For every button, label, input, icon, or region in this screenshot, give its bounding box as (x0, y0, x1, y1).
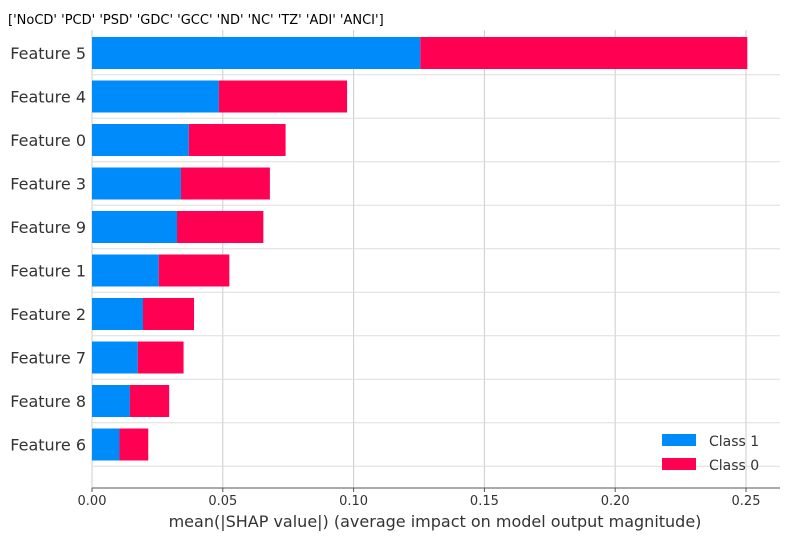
category-label: Feature 0 (10, 131, 86, 150)
x-tick-label: 0.20 (601, 494, 630, 509)
bar-feature-8-class-0 (129, 385, 170, 417)
chart-title: ['NoCD' 'PCD' 'PSD' 'GDC' 'GCC' 'ND' 'NC… (8, 13, 384, 28)
bar-feature-7-class-1 (92, 341, 138, 374)
bar-feature-1-class-0 (158, 254, 230, 287)
category-label: Feature 3 (10, 175, 86, 194)
legend-label: Class 1 (709, 434, 759, 450)
legend-swatch (662, 434, 696, 446)
x-tick-label: 0.10 (339, 494, 368, 509)
bar-feature-9-class-0 (177, 211, 264, 243)
category-labels: Feature 5 Feature 4 Feature 0 Feature 3 Feat… (10, 44, 86, 455)
bar-feature-8-class-1 (92, 385, 130, 417)
bar-feature-2-class-1 (92, 298, 144, 330)
bar-feature-5-class-0 (420, 37, 748, 69)
bar-feature-4-class-0 (218, 80, 348, 113)
bar-feature-3-class-1 (92, 167, 181, 200)
x-axis: 0.00 0.05 0.10 0.15 0.20 0.25 (78, 487, 780, 509)
bar-feature-1-class-1 (92, 254, 159, 287)
bars-layer (92, 37, 748, 461)
bar-feature-5-class-1 (92, 37, 421, 69)
category-label: Feature 6 (10, 436, 86, 455)
legend: Class 1 Class 0 (662, 434, 759, 474)
x-tick-label: 0.05 (208, 494, 237, 509)
bar-feature-7-class-0 (137, 341, 184, 374)
category-label: Feature 2 (10, 305, 86, 324)
legend-label: Class 0 (709, 458, 759, 474)
bar-feature-6-class-0 (119, 428, 149, 461)
legend-swatch (662, 458, 696, 470)
bar-feature-2-class-0 (143, 298, 195, 330)
bar-feature-6-class-1 (92, 428, 120, 461)
x-axis-label: mean(|SHAP value|) (average impact on mo… (169, 512, 702, 531)
bar-feature-0-class-1 (92, 124, 189, 156)
bar-feature-4-class-1 (92, 80, 219, 113)
bar-feature-9-class-1 (92, 211, 178, 243)
category-label: Feature 7 (10, 349, 86, 368)
bar-feature-0-class-0 (188, 124, 286, 156)
bar-feature-3-class-0 (180, 167, 270, 200)
x-tick-label: 0.15 (470, 494, 499, 509)
category-label: Feature 9 (10, 218, 86, 237)
category-label: Feature 1 (10, 262, 86, 281)
category-label: Feature 5 (10, 44, 86, 63)
category-label: Feature 4 (10, 88, 86, 107)
x-tick-label: 0.25 (732, 494, 761, 509)
x-tick-label: 0.00 (78, 494, 107, 509)
category-label: Feature 8 (10, 392, 86, 411)
